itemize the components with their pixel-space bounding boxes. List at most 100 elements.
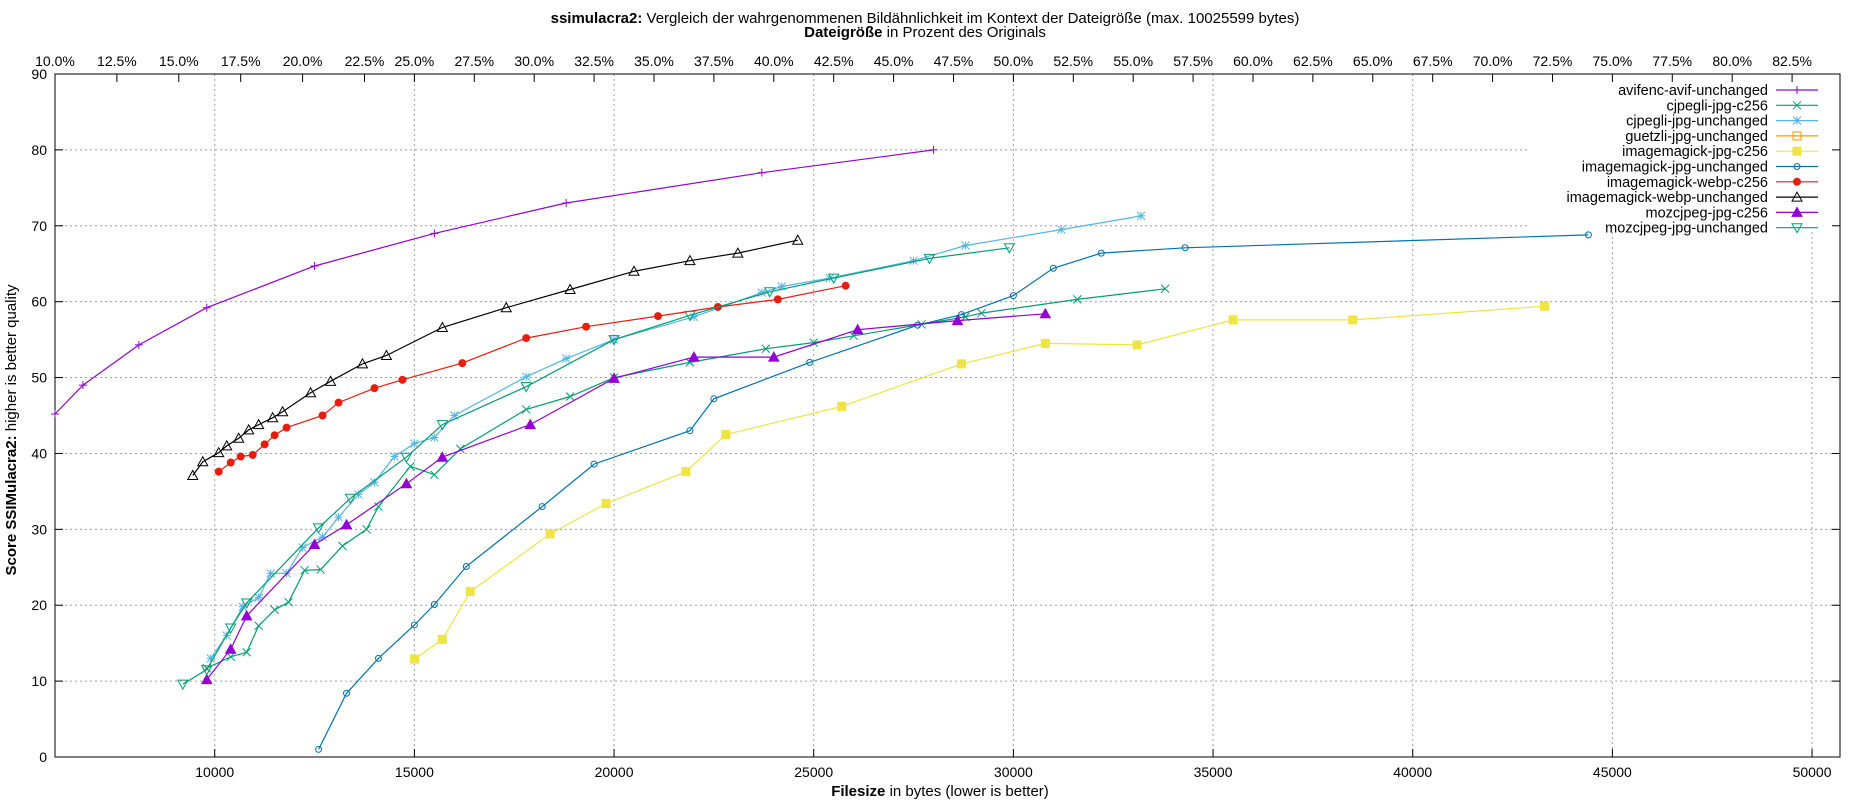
x-tick-label: 50000 xyxy=(1793,764,1832,780)
data-point xyxy=(318,411,327,420)
data-point xyxy=(334,398,343,407)
x2-tick-label: 45.0% xyxy=(874,53,914,69)
data-point xyxy=(1136,211,1146,221)
data-point xyxy=(334,512,343,522)
x2-tick-label: 77.5% xyxy=(1652,53,1692,69)
y-axis-label-bold: Score SSIMulacra2: xyxy=(3,435,20,575)
x2-tick-label: 52.5% xyxy=(1053,53,1093,69)
series-imagemagick-jpg-unchanged xyxy=(315,231,1592,753)
legend-label: cjpegli-jpg-unchanged xyxy=(1626,114,1768,130)
data-point xyxy=(390,452,399,461)
data-point xyxy=(608,372,620,383)
data-point xyxy=(458,359,467,368)
x2-tick-label: 67.5% xyxy=(1413,53,1453,69)
data-point xyxy=(226,652,236,662)
data-point xyxy=(298,543,307,552)
y-axis-label: Score SSIMulacra2: higher is better qual… xyxy=(3,284,20,575)
legend-label: imagemagick-jpg-unchanged xyxy=(1582,160,1768,176)
data-point xyxy=(282,423,291,432)
data-point xyxy=(564,283,576,295)
series-line xyxy=(182,247,1010,685)
data-point xyxy=(430,470,439,480)
x2-tick-label: 35.0% xyxy=(634,53,674,69)
chart-title-text: Vergleich der wahrgenommenen Bildähnlich… xyxy=(646,10,1300,27)
data-point xyxy=(1039,307,1052,319)
series-line xyxy=(206,313,1046,680)
x2-tick-label: 27.5% xyxy=(454,53,494,69)
data-point xyxy=(956,359,966,369)
x2-tick-label: 10.0% xyxy=(35,53,75,69)
data-point xyxy=(284,597,293,607)
data-point xyxy=(78,381,87,390)
y-tick-label: 30 xyxy=(31,521,47,537)
data-point xyxy=(186,469,199,480)
data-point xyxy=(582,322,591,331)
x2-tick-label: 60.0% xyxy=(1233,53,1273,69)
y-tick-label: 0 xyxy=(39,749,47,765)
x2-tick-label: 17.5% xyxy=(221,53,261,69)
data-point xyxy=(240,598,253,609)
data-point xyxy=(400,452,413,464)
data-point xyxy=(520,382,533,393)
data-point xyxy=(430,229,439,238)
chart-title-bold: ssimulacra2: xyxy=(550,10,643,27)
data-point xyxy=(266,568,275,578)
data-point xyxy=(1228,315,1238,325)
y-axis-label-text: higher is better quality xyxy=(3,284,20,431)
data-point xyxy=(254,621,264,631)
data-point xyxy=(196,455,209,467)
data-point xyxy=(590,460,598,468)
axes: 0 10 20 30 40 50 60 70 80 90 10000 15000 20000 25000 3… xyxy=(31,53,1840,780)
x-tick-label: 45000 xyxy=(1593,764,1632,780)
data-point xyxy=(521,405,531,414)
data-point xyxy=(202,303,211,312)
data-point xyxy=(465,587,475,597)
data-point xyxy=(214,467,223,476)
y-tick-label: 60 xyxy=(31,294,47,310)
data-point xyxy=(370,384,379,393)
grid-lines xyxy=(55,74,1840,757)
legend-marker xyxy=(1793,163,1801,170)
series-line xyxy=(206,288,1166,669)
data-point xyxy=(1056,225,1066,234)
x2-tick-label: 25.0% xyxy=(395,53,435,69)
x2-tick-label: 15.0% xyxy=(159,53,199,69)
data-point xyxy=(1160,284,1170,294)
data-point xyxy=(449,411,459,420)
data-point xyxy=(791,234,804,245)
data-point xyxy=(134,340,143,349)
data-point xyxy=(1348,315,1358,325)
series-line xyxy=(218,285,846,473)
legend-marker xyxy=(1792,146,1802,156)
data-point xyxy=(562,199,571,208)
data-point xyxy=(51,409,59,418)
data-point xyxy=(689,312,699,322)
data-point xyxy=(684,310,696,322)
data-point xyxy=(410,621,418,629)
data-point xyxy=(1097,249,1105,257)
chart-subtitle-text: in Prozent des Originals xyxy=(886,24,1046,41)
data-point xyxy=(1132,340,1142,350)
data-point xyxy=(316,565,325,574)
data-point xyxy=(240,609,253,621)
data-point xyxy=(312,523,325,534)
legend-marker xyxy=(1793,86,1801,94)
data-point xyxy=(757,168,766,177)
x-tick-label: 15000 xyxy=(395,764,434,780)
data-point xyxy=(1040,338,1050,348)
legend-marker xyxy=(1793,177,1801,186)
data-point xyxy=(684,254,696,266)
data-point xyxy=(304,386,317,398)
x-axis-label-bold: Filesize xyxy=(831,783,885,800)
data-point xyxy=(1072,295,1082,304)
data-point xyxy=(773,295,782,304)
legend-label: avifenc-avif-unchanged xyxy=(1618,83,1768,99)
x2-tick-label: 70.0% xyxy=(1473,53,1513,69)
data-point xyxy=(761,344,771,354)
x2-tick-label: 47.5% xyxy=(934,53,974,69)
data-point xyxy=(825,273,835,283)
x-axis-label: Filesize in bytes (lower is better) xyxy=(831,783,1049,800)
data-point xyxy=(410,439,419,448)
series-line xyxy=(414,305,1545,660)
